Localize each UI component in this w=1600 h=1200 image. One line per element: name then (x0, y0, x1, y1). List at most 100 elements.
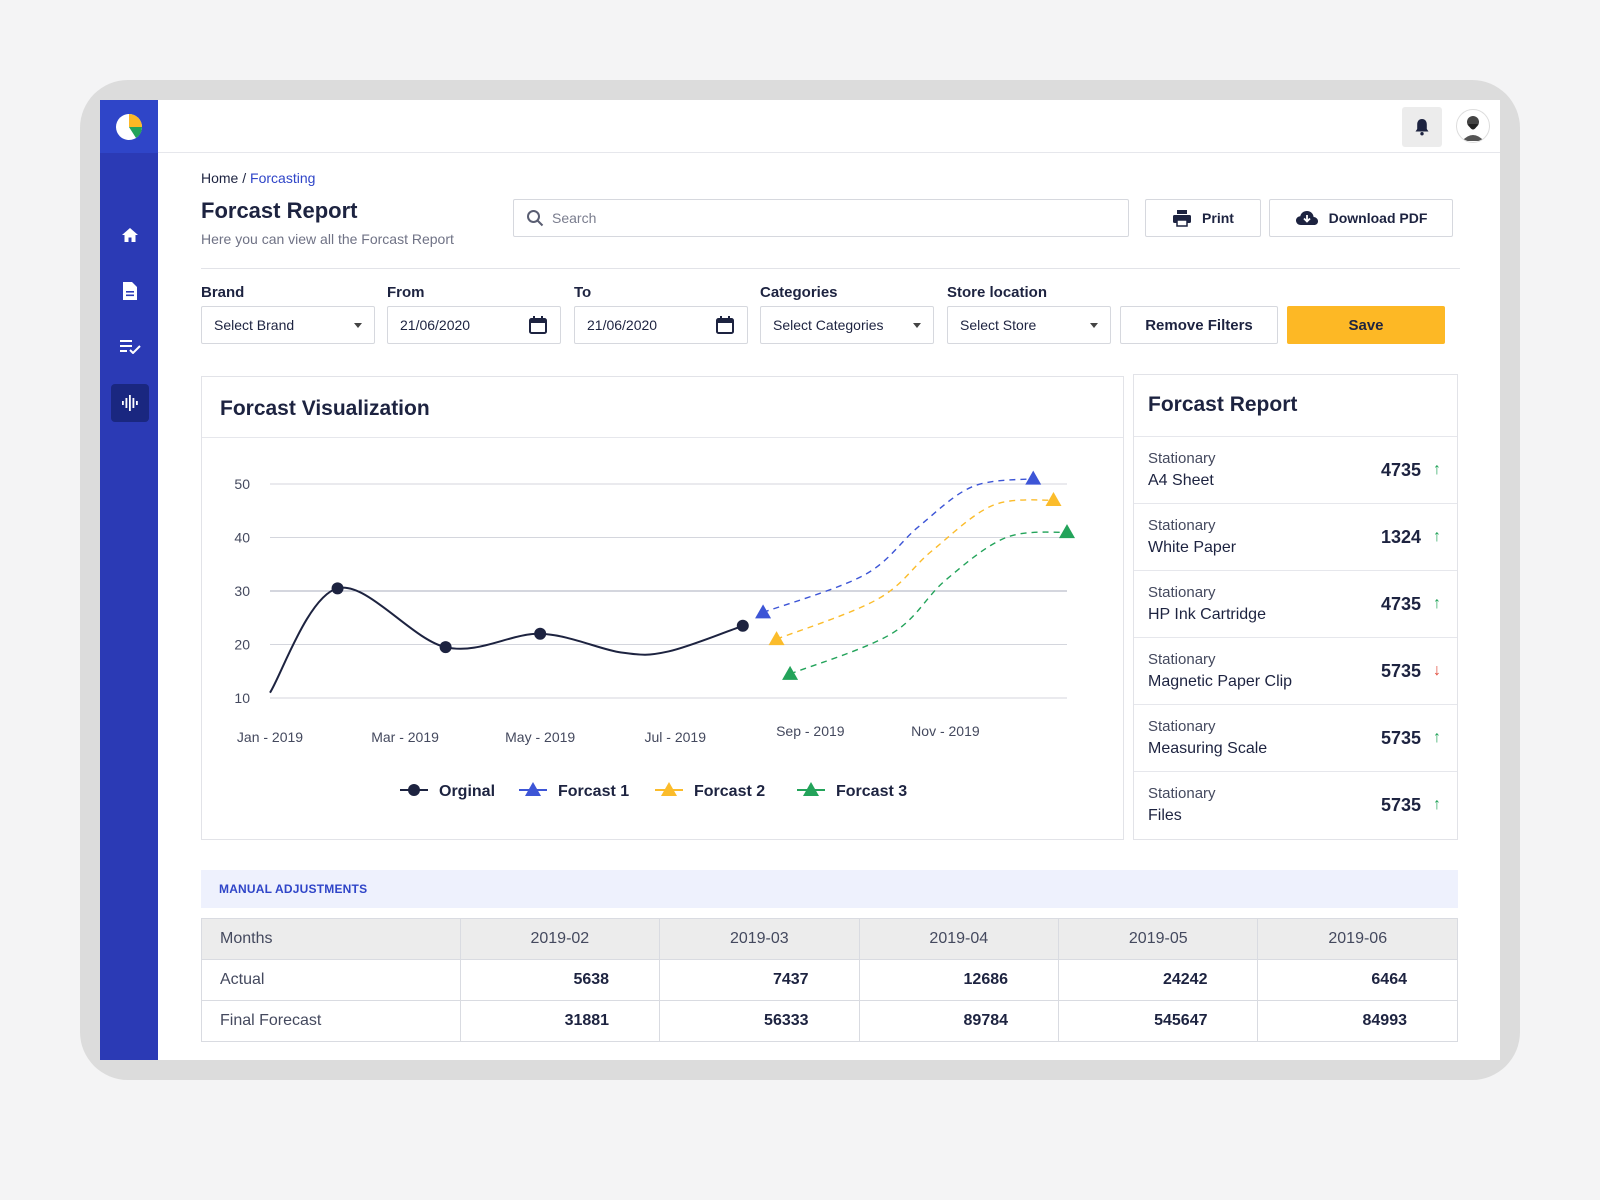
document-icon (123, 282, 137, 300)
data-point[interactable] (439, 641, 452, 654)
arrow-up-icon: ↑ (1433, 461, 1441, 478)
table-cell[interactable]: 84993 (1257, 1000, 1458, 1042)
print-button[interactable]: Print (1145, 199, 1261, 237)
search-icon (527, 210, 544, 227)
report-item-category: Stationary (1148, 651, 1216, 668)
report-item-value: 5735 (1380, 795, 1421, 815)
categories-select[interactable]: Select Categories (760, 306, 934, 344)
user-avatar[interactable] (1456, 109, 1490, 143)
data-point[interactable] (736, 619, 749, 632)
chevron-down-icon (1090, 322, 1098, 328)
table-cell[interactable]: 56333 (659, 1000, 860, 1042)
report-item-value: 1324 (1380, 527, 1421, 547)
save-button[interactable]: Save (1287, 306, 1445, 344)
table-cell[interactable]: 89784 (858, 1000, 1060, 1042)
data-point[interactable] (1025, 470, 1042, 485)
table-cell[interactable]: 12686 (858, 959, 1060, 1001)
chevron-down-icon (354, 322, 362, 328)
table-cell[interactable]: 7437 (659, 959, 860, 1001)
breadcrumb-home[interactable]: Home (201, 170, 239, 186)
y-tick-label: 10 (234, 690, 250, 706)
top-bar (158, 100, 1500, 153)
brand-select[interactable]: Select Brand (201, 306, 375, 344)
table-cell[interactable]: 6464 (1257, 959, 1458, 1001)
remove-filters-button[interactable]: Remove Filters (1120, 306, 1278, 344)
report-item-name: White Paper (1148, 539, 1237, 556)
printer-icon (1173, 210, 1192, 227)
column-header: 2019-04 (858, 918, 1060, 960)
to-date-field[interactable]: 21/06/2020 (574, 306, 748, 344)
data-point[interactable] (534, 627, 547, 640)
report-item-name: Measuring Scale (1148, 740, 1268, 757)
sidebar (100, 100, 158, 1060)
legend-item[interactable]: Forcast 1 (519, 782, 629, 800)
bell-icon (1415, 119, 1429, 136)
store-select[interactable]: Select Store (947, 306, 1111, 344)
store-location-label: Store location (947, 284, 1048, 301)
sidebar-item-forecasting[interactable] (111, 384, 149, 422)
legend-item[interactable]: Forcast 3 (797, 782, 907, 800)
to-label: To (574, 284, 592, 301)
from-label: From (387, 284, 425, 301)
categories-label: Categories (760, 284, 838, 301)
brand-label: Brand (201, 284, 245, 301)
data-point[interactable] (1059, 524, 1075, 539)
download-pdf-button[interactable]: Download PDF (1269, 199, 1453, 237)
report-item-category: Stationary (1148, 584, 1216, 601)
calendar-icon[interactable] (528, 315, 548, 335)
legend-label: Forcast 1 (558, 783, 629, 800)
sidebar-item-home[interactable] (111, 216, 149, 254)
sidebar-item-documents[interactable] (111, 272, 149, 310)
breadcrumb: Home / Forcasting (201, 170, 315, 186)
report-item[interactable]: Stationary White Paper 1324 ↑ (1134, 503, 1457, 570)
data-point[interactable] (331, 582, 344, 595)
report-item[interactable]: Stationary Files 5735 ↑ (1134, 771, 1457, 838)
series-line-forecast-2 (776, 499, 1054, 640)
data-point[interactable] (1045, 492, 1062, 507)
y-tick-label: 20 (234, 637, 250, 653)
legend-item[interactable]: Orginal (400, 783, 495, 800)
search-field[interactable] (513, 199, 1129, 237)
manual-adjustments-table: Months 2019-02 2019-03 2019-04 2019-05 2… (201, 918, 1458, 1042)
row-label: Actual (201, 959, 461, 1001)
waveform-icon (122, 395, 138, 411)
download-pdf-label: Download PDF (1328, 210, 1428, 226)
table-cell[interactable]: 545647 (1058, 1000, 1259, 1042)
notifications-button[interactable] (1402, 107, 1442, 147)
pie-chart-logo-icon (116, 113, 143, 140)
calendar-icon[interactable] (715, 315, 735, 335)
column-header: 2019-06 (1257, 918, 1458, 960)
sidebar-item-tasks[interactable] (111, 327, 149, 365)
breadcrumb-current[interactable]: Forcasting (250, 170, 316, 186)
series-line-original (269, 586, 744, 694)
report-item-category: Stationary (1148, 718, 1216, 735)
data-point[interactable] (755, 604, 772, 619)
table-cell[interactable]: 31881 (459, 1000, 661, 1042)
app-logo[interactable] (100, 100, 158, 153)
cloud-download-icon (1295, 211, 1318, 225)
report-item[interactable]: Stationary Magnetic Paper Clip 5735 ↓ (1134, 637, 1457, 704)
report-item-value: 4735 (1380, 460, 1421, 480)
page-title: Forcast Report (201, 198, 358, 223)
row-label: Final Forecast (201, 1000, 461, 1042)
x-tick-label: Jul - 2019 (645, 729, 707, 745)
from-date-field[interactable]: 21/06/2020 (387, 306, 561, 344)
table-cell[interactable]: 5638 (459, 959, 661, 1001)
report-item-value: 5735 (1380, 728, 1421, 748)
column-header: 2019-05 (1058, 918, 1259, 960)
series-line-forecast-3 (789, 531, 1068, 675)
report-item-name: Files (1148, 807, 1182, 824)
report-item-name: Magnetic Paper Clip (1148, 673, 1293, 690)
legend-item[interactable]: Forcast 2 (655, 782, 765, 800)
arrow-up-icon: ↑ (1433, 796, 1441, 813)
data-point[interactable] (768, 631, 785, 646)
report-item[interactable]: Stationary HP Ink Cartridge 4735 ↑ (1134, 570, 1457, 637)
arrow-up-icon: ↑ (1433, 528, 1441, 545)
report-item[interactable]: Stationary A4 Sheet 4735 ↑ (1134, 436, 1457, 503)
data-point[interactable] (782, 665, 799, 680)
forecast-line-chart: 50 40 30 20 10 Jan - 2019 Mar - 2019 May - 2019… (234, 470, 1075, 800)
search-input[interactable] (552, 210, 1092, 226)
table-cell[interactable]: 24242 (1058, 959, 1259, 1001)
report-item[interactable]: Stationary Measuring Scale 5735 ↑ (1134, 704, 1457, 771)
legend-marker (525, 782, 541, 796)
